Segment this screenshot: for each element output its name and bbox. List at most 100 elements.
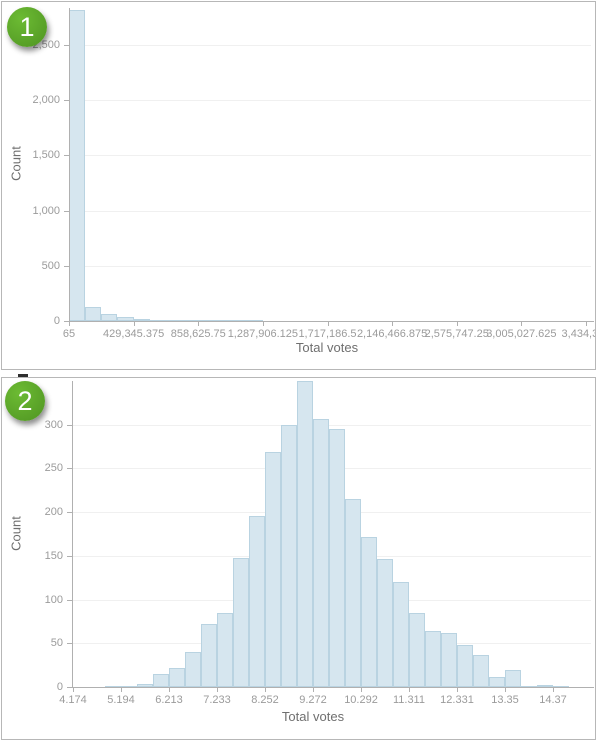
histogram-bar[interactable] (281, 424, 297, 687)
chart-1-x-axis-title: Total votes (295, 340, 359, 355)
histogram-bar[interactable] (233, 558, 249, 687)
y-tick (67, 424, 72, 426)
x-tick-label: 8.252 (251, 694, 279, 706)
histogram-bar[interactable] (217, 612, 233, 687)
x-tick (553, 688, 554, 692)
x-tick-label: 1,717,186.5 (298, 328, 357, 340)
x-tick (69, 322, 70, 326)
x-tick-label: 1,287,906.125 (227, 328, 299, 340)
x-tick (168, 688, 170, 692)
x-axis-line (72, 687, 594, 688)
x-tick-label: 10.292 (344, 694, 378, 706)
y-tick (67, 555, 72, 557)
histogram-bar[interactable] (329, 429, 345, 687)
histogram-bar[interactable] (297, 381, 313, 687)
y-axis-line (72, 381, 73, 688)
y-gridline (69, 210, 591, 212)
histogram-bar[interactable] (249, 515, 265, 687)
y-tick-label: 300 (44, 418, 63, 431)
x-tick (408, 688, 410, 692)
chart-2-x-axis-title: Total votes (281, 709, 345, 724)
histogram-bar[interactable] (169, 667, 185, 687)
histogram-bar[interactable] (313, 418, 329, 687)
y-tick (67, 599, 72, 601)
x-tick-label: 3,005,027.625 (486, 328, 557, 340)
x-tick-label: 11.311 (392, 694, 425, 706)
histogram-bar[interactable] (409, 612, 425, 687)
y-tick-label: 50 (50, 637, 63, 650)
y-tick (64, 100, 69, 102)
histogram-bar[interactable] (489, 676, 505, 687)
chart-2-card: 2 4.174 5.194 6.213 7.233 8.252 9.272 10.292 11… (1, 377, 596, 740)
chart-2-plot: 4.174 5.194 6.213 7.233 8.252 9.272 10.292 11.3… (2, 378, 595, 739)
histogram-bar[interactable] (457, 645, 473, 687)
x-tick-label: 3,434,308 (561, 328, 595, 340)
x-tick (198, 322, 200, 326)
histogram-bar[interactable] (85, 306, 102, 321)
x-tick (457, 688, 458, 692)
y-tick-label: 0 (56, 681, 63, 693)
y-tick-label: 150 (44, 549, 63, 562)
histogram-bar[interactable] (133, 319, 150, 321)
histogram-bar[interactable] (537, 685, 553, 688)
y-tick (67, 643, 72, 645)
x-tick (264, 688, 266, 692)
y-gridline (72, 424, 591, 426)
y-tick (64, 210, 69, 212)
y-gridline (69, 100, 591, 102)
histogram-bar[interactable] (201, 624, 217, 687)
x-tick (586, 322, 587, 326)
x-tick-label: 4.174 (59, 694, 87, 706)
y-tick (64, 155, 69, 157)
x-axis-line (69, 321, 594, 322)
y-tick-label: 2,000 (32, 94, 60, 107)
x-tick-label: 12.331 (440, 694, 474, 706)
x-tick-label: 2,146,466.875 (356, 328, 428, 340)
histogram-bar[interactable] (153, 673, 169, 687)
x-tick (392, 322, 394, 326)
y-gridline (69, 44, 591, 46)
histogram-bar[interactable] (117, 316, 134, 321)
y-tick (64, 265, 69, 267)
histogram-bar[interactable] (101, 314, 118, 321)
histogram-bar[interactable] (377, 559, 393, 687)
chart-1-badge: 1 (7, 7, 47, 47)
x-tick (456, 322, 458, 326)
x-tick (133, 322, 135, 326)
x-tick-label: 5.194 (107, 694, 135, 706)
x-tick-label: 9.272 (299, 694, 327, 706)
y-tick-label: 1,000 (32, 204, 60, 217)
histogram-bar[interactable] (265, 451, 281, 687)
histogram-bar[interactable] (361, 537, 377, 687)
y-gridline (69, 155, 591, 157)
chart-1-card: 1 65 429,345.375 858,625.75 1,287,906.125 1,… (1, 1, 596, 370)
y-tick-label: 250 (44, 462, 63, 475)
histogram-bar[interactable] (345, 499, 361, 687)
x-tick-label: 429,345.375 (103, 328, 165, 340)
histogram-bar[interactable] (441, 632, 457, 687)
y-tick-label: 200 (44, 506, 63, 519)
x-tick (217, 688, 218, 692)
chart-2-y-axis-title: Count (8, 516, 24, 551)
histogram-bar[interactable] (69, 9, 86, 321)
histogram-bar[interactable] (393, 582, 409, 687)
y-tick (64, 321, 69, 322)
x-tick (73, 688, 74, 692)
histogram-bar[interactable] (425, 631, 441, 687)
chart-1-y-axis-title: Count (8, 146, 24, 181)
histogram-bar[interactable] (505, 670, 521, 687)
y-tick (64, 44, 69, 46)
histogram-bar[interactable] (185, 652, 201, 687)
x-tick-label: 2,575,747.25 (424, 328, 489, 340)
x-tick (327, 322, 329, 326)
y-tick (67, 687, 72, 688)
histogram-bar[interactable] (137, 684, 153, 687)
y-axis-line (69, 8, 70, 322)
x-tick (121, 688, 123, 692)
x-tick (504, 688, 506, 692)
chart-1-plot: 65 429,345.375 858,625.75 1,287,906.125 1,71… (2, 2, 595, 369)
histogram-bar[interactable] (473, 654, 489, 687)
x-tick-label: 7.233 (203, 694, 231, 706)
y-tick-label: 100 (44, 593, 63, 606)
